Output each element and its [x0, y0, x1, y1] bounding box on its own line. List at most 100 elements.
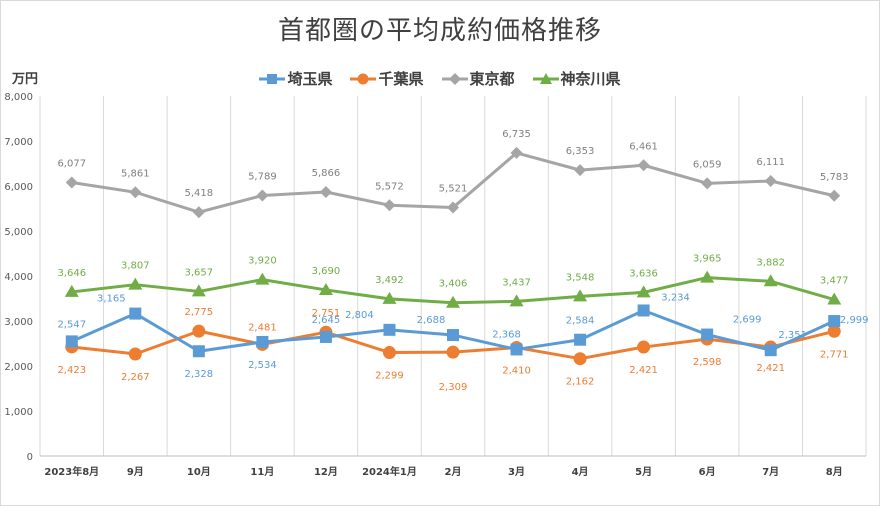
data-point-marker: [701, 177, 714, 190]
x-tick-label: 11月: [250, 466, 274, 478]
data-label: 5,572: [375, 181, 404, 192]
x-tick-label: 3月: [508, 466, 525, 478]
legend-diamond-marker-icon: [441, 72, 468, 85]
x-tick-label: 6月: [699, 466, 716, 478]
data-label: 2,423: [57, 365, 86, 376]
data-point-marker: [192, 345, 205, 358]
y-tick-label: 8,000: [4, 92, 33, 103]
legend: 埼玉県 千葉県 東京都 神奈川県: [0, 68, 880, 89]
data-point-marker: [129, 307, 142, 320]
data-label: 2,421: [629, 365, 658, 376]
data-point-marker: [191, 284, 206, 297]
data-label: 3,437: [502, 277, 531, 288]
data-point-marker: [64, 284, 79, 297]
data-label: 2,699: [733, 315, 762, 326]
data-label: 2,328: [185, 369, 214, 380]
data-label: 3,406: [439, 279, 468, 290]
y-tick-label: 4,000: [4, 272, 33, 283]
y-tick-label: 6,000: [4, 182, 33, 193]
legend-item-kanagawa: 神奈川県: [532, 68, 621, 89]
data-point-marker: [65, 335, 78, 348]
data-label: 5,521: [439, 184, 468, 195]
data-point-marker: [637, 159, 650, 172]
data-label: 2,267: [121, 372, 150, 383]
data-point-marker: [447, 201, 459, 214]
y-tick-label: 1,000: [4, 407, 33, 418]
y-tick-label: 0: [27, 452, 33, 463]
y-tick-label: 3,000: [4, 317, 33, 328]
data-label: 3,646: [57, 268, 86, 279]
legend-label-chiba: 千葉県: [378, 70, 424, 88]
x-tick-label: 12月: [314, 466, 338, 478]
data-point-marker: [65, 176, 78, 189]
data-label: 3,807: [121, 261, 150, 272]
data-label: 2,162: [566, 377, 595, 388]
data-point-marker: [700, 270, 715, 283]
data-label: 5,866: [312, 168, 341, 179]
y-tick-label: 7,000: [4, 137, 33, 148]
data-label: 2,481: [248, 322, 277, 333]
data-label: 5,783: [820, 172, 849, 183]
data-point-marker: [129, 186, 142, 199]
data-point-marker: [764, 344, 777, 357]
legend-label-saitama: 埼玉県: [287, 70, 333, 88]
data-point-marker: [764, 175, 777, 188]
legend-item-tokyo: 東京都: [441, 68, 515, 89]
data-label: 2,351: [778, 330, 807, 341]
data-point-marker: [827, 292, 842, 305]
x-tick-label: 2024年1月: [362, 465, 417, 478]
data-point-marker: [574, 164, 587, 177]
data-label: 6,353: [566, 146, 595, 157]
x-tick-label: 8月: [826, 466, 843, 478]
data-point-marker: [128, 277, 143, 290]
data-label: 2,999: [840, 315, 869, 326]
data-label: 3,234: [661, 292, 690, 303]
data-label: 3,965: [693, 254, 722, 265]
x-tick-label: 2月: [445, 466, 462, 478]
data-point-marker: [510, 146, 523, 159]
data-point-marker: [828, 189, 841, 202]
data-point-marker: [128, 347, 142, 361]
legend-item-saitama: 埼玉県: [259, 68, 332, 89]
legend-label-kanagawa: 神奈川県: [560, 70, 621, 88]
y-tick-label: 5,000: [4, 227, 33, 238]
data-point-marker: [574, 333, 587, 346]
data-label: 2,775: [185, 307, 214, 318]
data-label: 5,418: [185, 188, 214, 199]
data-point-marker: [319, 330, 332, 343]
legend-label-tokyo: 東京都: [469, 70, 515, 88]
data-point-marker: [192, 206, 205, 219]
data-point-marker: [636, 285, 651, 298]
data-label: 2,645: [312, 315, 341, 326]
x-tick-label: 10月: [187, 466, 211, 478]
data-point-marker: [446, 345, 460, 359]
data-label: 2,584: [566, 316, 595, 327]
data-label: 2,299: [375, 371, 404, 382]
data-label: 3,636: [629, 268, 658, 279]
data-point-marker: [637, 304, 650, 317]
data-point-marker: [383, 323, 396, 336]
x-tick-label: 2023年8月: [44, 465, 99, 478]
data-label: 2,534: [248, 360, 277, 371]
y-axis-unit-label: 万円: [12, 72, 39, 87]
data-label: 6,735: [502, 129, 531, 140]
x-tick-label: 7月: [762, 466, 779, 478]
data-label: 3,477: [820, 276, 849, 287]
data-point-marker: [318, 282, 333, 295]
data-label: 3,165: [97, 294, 126, 305]
data-label: 2,410: [502, 366, 531, 377]
data-label: 6,077: [57, 159, 86, 170]
data-label: 5,789: [248, 171, 277, 182]
data-point-marker: [382, 346, 396, 360]
data-point-marker: [509, 294, 524, 307]
data-point-marker: [573, 352, 587, 366]
data-label: 2,547: [57, 319, 86, 330]
data-label: 2,771: [820, 349, 849, 360]
data-point-marker: [255, 272, 270, 285]
data-label: 3,690: [312, 266, 341, 277]
legend-item-chiba: 千葉県: [350, 68, 424, 89]
data-point-marker: [763, 274, 778, 287]
data-point-marker: [319, 186, 332, 199]
data-label: 3,548: [566, 272, 595, 283]
chart-title: 首都圏の平均成約価格推移: [277, 16, 602, 46]
